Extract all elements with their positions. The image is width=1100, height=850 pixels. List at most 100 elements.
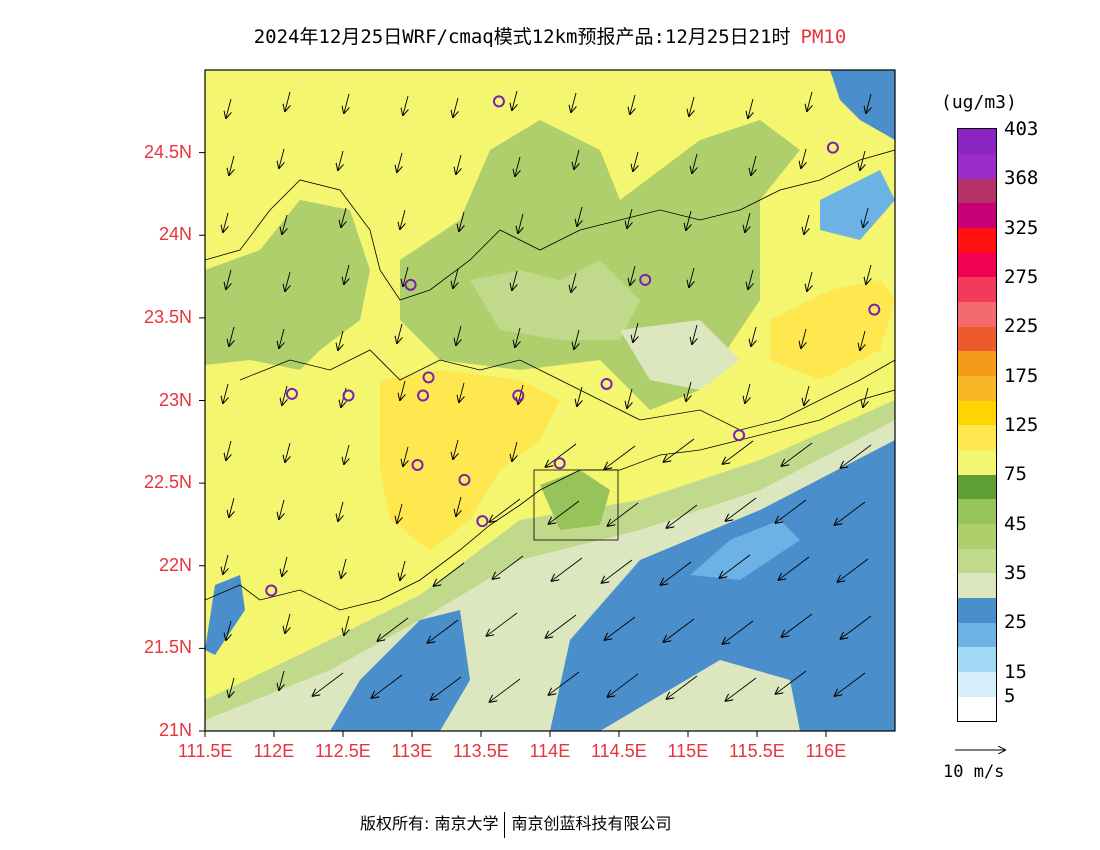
wind-arrow: [686, 210, 691, 230]
wind-arrow: [577, 386, 582, 406]
wind-arrow: [344, 264, 349, 284]
station-marker: [639, 273, 652, 286]
wind-arrow: [841, 444, 872, 468]
wind-arrow: [341, 558, 346, 578]
wind-arrow: [630, 94, 635, 114]
wind-arrow: [726, 497, 757, 521]
wind-arrow: [571, 272, 576, 292]
wind-arrow: [434, 562, 465, 586]
wind-arrow: [602, 559, 633, 583]
wind-arrow: [804, 214, 809, 234]
lat-label: 23.5N: [143, 306, 192, 327]
wind-arrow: [549, 671, 580, 695]
wind-arrow: [313, 672, 344, 696]
wind-arrow: [807, 271, 812, 291]
colorbar-swatch: [958, 351, 996, 377]
wind-arrow: [605, 445, 636, 469]
wind-arrow: [459, 211, 464, 231]
lon-label: 113E: [391, 741, 433, 761]
wind-arrow: [226, 440, 231, 460]
colorbar-label: 275: [1004, 266, 1039, 288]
colorbar-swatch: [958, 277, 996, 303]
colorbar-swatch: [958, 425, 996, 451]
wind-arrow: [279, 670, 284, 690]
field-north-pale: [620, 320, 740, 390]
colorbar-swatch: [958, 573, 996, 599]
wind-arrow: [860, 330, 865, 350]
coastline: [205, 389, 895, 611]
station-marker: [422, 371, 435, 384]
field-sea-light-blue: [690, 520, 800, 580]
lon-label: 111.5E: [178, 741, 233, 761]
wind-arrow: [630, 265, 635, 285]
wind-arrow: [512, 270, 517, 290]
wind-arrow: [664, 438, 695, 462]
wind-arrow: [338, 330, 343, 350]
wind-arrow: [515, 327, 520, 347]
colorbar-swatch: [958, 696, 996, 722]
wind-arrow: [456, 325, 461, 345]
wind-arrow: [549, 500, 580, 524]
wind-arrow: [285, 271, 290, 291]
wind-arrow: [490, 678, 521, 702]
wind-arrow: [838, 558, 869, 582]
lat-label: 21N: [158, 720, 192, 740]
pollution-field: [205, 70, 895, 731]
lon-label: 116E: [805, 741, 847, 761]
wind-arrow: [835, 672, 866, 696]
wind-reference-label: 10 m/s: [943, 762, 1005, 782]
wind-arrow: [664, 618, 695, 642]
wind-arrow: [577, 206, 582, 226]
wind-arrow: [344, 615, 349, 635]
field-ne-blue: [830, 70, 895, 140]
wind-arrow: [285, 91, 290, 111]
wind-arrow: [552, 557, 583, 581]
wind-arrow: [403, 446, 408, 466]
wind-arrow: [403, 266, 408, 286]
wind-arrow: [866, 93, 871, 113]
wind-arrow: [689, 267, 694, 287]
wind-arrow: [801, 148, 806, 168]
field-east-yellow: [770, 280, 895, 380]
wind-arrow: [229, 497, 234, 517]
footer: 版权所有: 南京大学 南京创蓝科技有限公司: [360, 810, 672, 838]
colorbar-label: 15: [1004, 660, 1027, 683]
wind-arrow: [748, 98, 753, 118]
wind-arrow: [574, 149, 579, 169]
wind-arrow: [804, 385, 809, 405]
wind-arrow: [608, 502, 639, 526]
wind-arrow: [282, 556, 287, 576]
lat-label: 22.5N: [143, 472, 192, 493]
lon-label: 113.5E: [453, 741, 509, 761]
wind-arrow: [627, 208, 632, 228]
wind-arrow: [546, 443, 577, 467]
lon-label: 112.5E: [315, 741, 371, 761]
wind-arrow: [782, 442, 813, 466]
wind-arrow: [723, 440, 754, 464]
colorbar-label: 45: [1004, 512, 1027, 535]
wind-arrow: [686, 381, 691, 401]
station-marker: [868, 303, 881, 316]
station-marker: [404, 278, 417, 291]
wind-arrow: [745, 212, 750, 232]
wind-arrow: [285, 613, 290, 633]
wind-arrow: [546, 614, 577, 638]
station-marker: [553, 457, 566, 470]
wind-arrow: [400, 560, 405, 580]
wind-arrow: [344, 93, 349, 113]
station-marker: [411, 458, 424, 471]
colorbar-swatch: [958, 671, 996, 697]
colorbar-label: 368: [1004, 167, 1039, 190]
wind-arrow: [403, 95, 408, 115]
wind-arrow: [400, 209, 405, 229]
colorbar-label: 125: [1004, 414, 1039, 436]
lon-label: 114.5E: [591, 741, 647, 761]
colorbar-label: 25: [1004, 611, 1027, 634]
wind-arrow: [667, 675, 698, 699]
station-marker: [512, 389, 525, 402]
colorbar-swatch: [958, 252, 996, 278]
colorbar: [957, 128, 997, 722]
lat-label: 22N: [158, 554, 192, 575]
wind-arrow: [459, 382, 464, 402]
axis-ticks: [199, 152, 827, 737]
